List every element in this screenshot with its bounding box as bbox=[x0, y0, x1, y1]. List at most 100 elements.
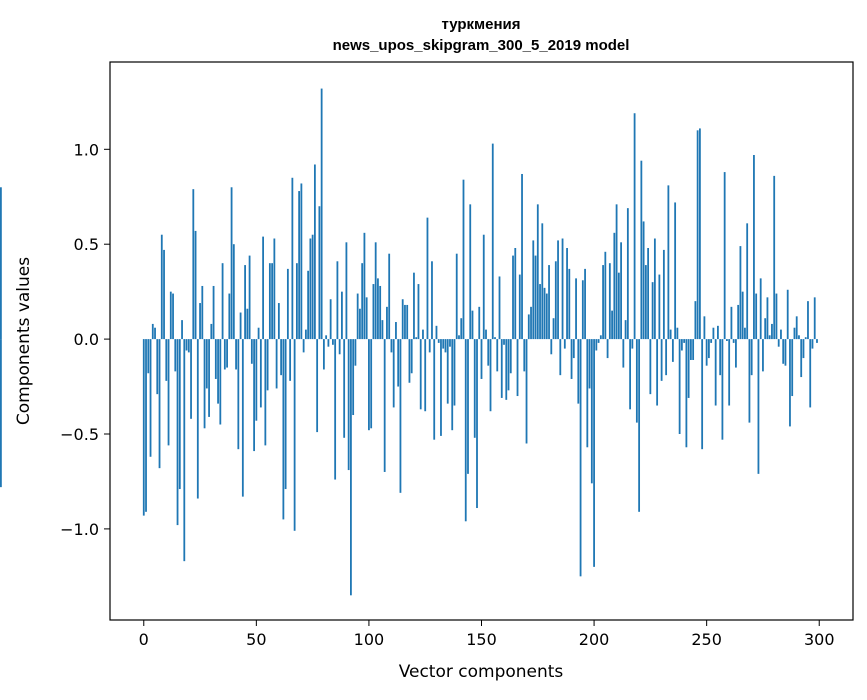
bar bbox=[703, 316, 706, 340]
bar bbox=[437, 339, 440, 343]
bar bbox=[419, 339, 422, 410]
bar bbox=[732, 339, 735, 343]
bar bbox=[746, 223, 749, 340]
bar bbox=[255, 339, 258, 421]
bar bbox=[550, 339, 553, 355]
bar bbox=[368, 339, 370, 431]
x-axis-label: Vector components bbox=[399, 662, 564, 682]
bar bbox=[757, 339, 760, 474]
bar bbox=[509, 339, 512, 374]
bar bbox=[676, 327, 679, 340]
bar bbox=[604, 251, 607, 340]
bar bbox=[431, 261, 433, 340]
bar bbox=[181, 320, 183, 340]
bar bbox=[581, 280, 584, 340]
bar bbox=[708, 339, 710, 359]
bar bbox=[557, 240, 559, 340]
bar bbox=[199, 303, 201, 340]
bar bbox=[226, 339, 228, 368]
bar bbox=[816, 339, 818, 343]
bar bbox=[295, 263, 298, 340]
bar bbox=[737, 304, 740, 340]
bar bbox=[365, 297, 368, 340]
bar bbox=[674, 202, 677, 340]
bar bbox=[444, 339, 447, 353]
x-tick-label: 250 bbox=[691, 630, 722, 649]
bar bbox=[692, 339, 695, 360]
bar bbox=[455, 253, 458, 340]
bar bbox=[248, 255, 251, 340]
bar bbox=[739, 246, 742, 340]
bar bbox=[350, 339, 352, 596]
bar bbox=[167, 339, 170, 446]
bar bbox=[415, 337, 418, 340]
bar bbox=[320, 88, 323, 340]
bar bbox=[424, 339, 427, 412]
bar bbox=[217, 339, 219, 404]
bar bbox=[642, 221, 645, 340]
chart-title: туркмения bbox=[441, 16, 520, 33]
bar bbox=[764, 318, 767, 340]
bar bbox=[334, 339, 337, 480]
bar bbox=[325, 335, 328, 340]
bar bbox=[316, 339, 319, 433]
bar bbox=[728, 339, 731, 406]
bar bbox=[611, 310, 613, 340]
bar bbox=[284, 339, 287, 490]
bar bbox=[208, 339, 210, 417]
x-tick-label: 0 bbox=[139, 630, 149, 649]
bar bbox=[491, 143, 494, 340]
bar bbox=[588, 339, 591, 389]
bar bbox=[500, 339, 503, 398]
bar bbox=[262, 236, 264, 340]
bar bbox=[0, 187, 2, 340]
x-tick-label: 200 bbox=[579, 630, 610, 649]
bar bbox=[223, 339, 226, 370]
bar bbox=[354, 339, 357, 366]
bar bbox=[433, 339, 436, 440]
bar bbox=[615, 204, 618, 340]
bar bbox=[701, 339, 704, 450]
bar bbox=[232, 244, 235, 340]
bar bbox=[671, 339, 674, 362]
bar bbox=[678, 339, 681, 434]
bar bbox=[644, 265, 647, 340]
bar bbox=[658, 274, 661, 340]
bar bbox=[163, 249, 165, 340]
bar bbox=[705, 339, 708, 366]
bar bbox=[505, 339, 508, 400]
bar bbox=[629, 339, 631, 410]
bar bbox=[710, 339, 713, 343]
bar bbox=[590, 339, 593, 484]
bar bbox=[606, 339, 609, 359]
bar bbox=[780, 329, 782, 340]
bar bbox=[289, 339, 292, 381]
bar bbox=[417, 284, 420, 340]
y-tick-label: 0.0 bbox=[74, 330, 99, 349]
bar bbox=[669, 329, 672, 340]
bar bbox=[228, 293, 231, 340]
x-tick-label: 100 bbox=[354, 630, 385, 649]
bar bbox=[527, 314, 530, 340]
bar bbox=[750, 339, 753, 376]
bar bbox=[442, 339, 445, 349]
bar bbox=[593, 339, 595, 567]
bar bbox=[241, 339, 244, 497]
bar bbox=[694, 301, 697, 340]
bar bbox=[205, 339, 208, 389]
bar bbox=[347, 339, 350, 471]
bar bbox=[266, 339, 269, 391]
bar bbox=[156, 339, 159, 395]
bar bbox=[264, 339, 267, 446]
bar bbox=[719, 339, 722, 376]
bar bbox=[662, 249, 665, 340]
bar bbox=[277, 303, 280, 340]
bar bbox=[462, 179, 465, 340]
bar bbox=[536, 204, 539, 340]
bar bbox=[401, 299, 404, 340]
bar bbox=[370, 339, 373, 429]
bar bbox=[406, 304, 409, 340]
bar bbox=[345, 242, 348, 340]
